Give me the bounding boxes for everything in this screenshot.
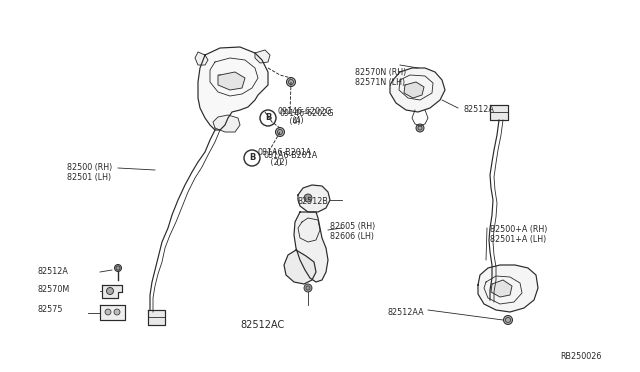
Circle shape	[304, 194, 312, 202]
Text: 82605 (RH)
82606 (LH): 82605 (RH) 82606 (LH)	[330, 222, 375, 241]
Text: 82500+A (RH)
82501+A (LH): 82500+A (RH) 82501+A (LH)	[490, 225, 547, 244]
Text: B: B	[265, 113, 271, 122]
Text: 82575: 82575	[38, 305, 63, 314]
Text: B: B	[249, 154, 255, 163]
Text: 82512A: 82512A	[463, 105, 494, 114]
Polygon shape	[490, 105, 508, 120]
Polygon shape	[478, 265, 538, 312]
Text: 82570N (RH)
82571N (LH): 82570N (RH) 82571N (LH)	[355, 68, 406, 87]
Circle shape	[304, 284, 312, 292]
Polygon shape	[390, 68, 445, 112]
Polygon shape	[213, 115, 240, 132]
Polygon shape	[218, 72, 245, 90]
Text: 82570M: 82570M	[38, 285, 70, 294]
Text: (2): (2)	[264, 158, 288, 167]
Text: 82512AA: 82512AA	[388, 308, 424, 317]
Polygon shape	[100, 305, 125, 320]
Polygon shape	[284, 250, 316, 284]
Circle shape	[275, 128, 285, 137]
Text: 09146-6202G: 09146-6202G	[280, 109, 335, 118]
Text: 82500 (RH)
82501 (LH): 82500 (RH) 82501 (LH)	[67, 163, 112, 182]
Text: 09146-6202G
     (4): 09146-6202G (4)	[277, 107, 332, 126]
Polygon shape	[294, 212, 328, 282]
Circle shape	[105, 309, 111, 315]
Polygon shape	[102, 285, 122, 298]
Polygon shape	[298, 185, 330, 212]
Text: 82512A: 82512A	[38, 267, 69, 276]
Text: (4): (4)	[280, 116, 303, 125]
Text: RB250026: RB250026	[560, 352, 602, 361]
Polygon shape	[148, 310, 165, 325]
Text: 081A6-B201A: 081A6-B201A	[264, 151, 318, 160]
Text: 081A6-B201A
     (2): 081A6-B201A (2)	[258, 148, 312, 167]
Circle shape	[287, 77, 296, 87]
Circle shape	[504, 315, 513, 324]
Circle shape	[416, 124, 424, 132]
Polygon shape	[198, 47, 268, 130]
Polygon shape	[404, 82, 424, 98]
Circle shape	[114, 309, 120, 315]
Polygon shape	[255, 50, 270, 63]
Polygon shape	[491, 280, 512, 297]
Text: 82512B: 82512B	[298, 197, 329, 206]
Polygon shape	[195, 52, 208, 65]
Circle shape	[115, 264, 122, 272]
Circle shape	[106, 288, 113, 295]
Text: 82512AC: 82512AC	[240, 320, 284, 330]
